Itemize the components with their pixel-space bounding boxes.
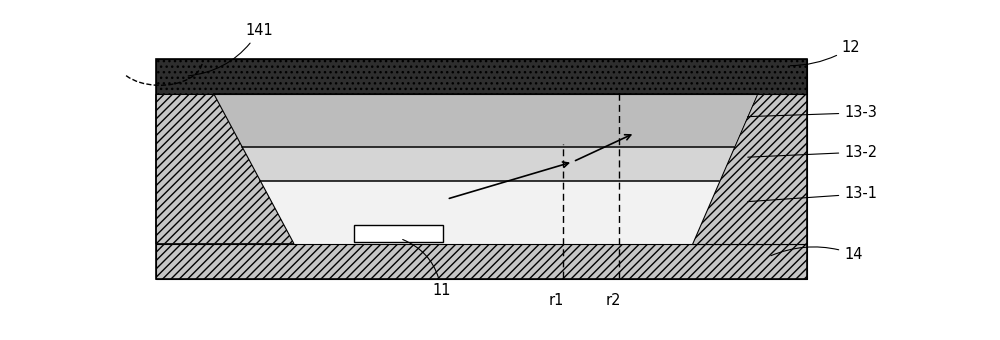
Bar — [156, 59, 807, 279]
Text: 11: 11 — [403, 239, 450, 298]
Text: 13-2: 13-2 — [748, 144, 877, 159]
Text: r2: r2 — [606, 293, 621, 308]
Bar — [156, 59, 807, 95]
Polygon shape — [260, 181, 719, 244]
Text: 14: 14 — [771, 246, 863, 262]
Polygon shape — [692, 95, 807, 244]
Text: r1: r1 — [549, 293, 564, 308]
Text: 141: 141 — [188, 23, 273, 76]
Text: 12: 12 — [790, 40, 860, 66]
Polygon shape — [242, 147, 734, 181]
Polygon shape — [156, 95, 294, 244]
Text: 13-1: 13-1 — [748, 186, 877, 202]
Polygon shape — [214, 95, 757, 147]
Bar — [354, 225, 443, 242]
Text: 13-3: 13-3 — [748, 105, 877, 120]
Bar — [156, 244, 807, 279]
Bar — [156, 59, 807, 279]
